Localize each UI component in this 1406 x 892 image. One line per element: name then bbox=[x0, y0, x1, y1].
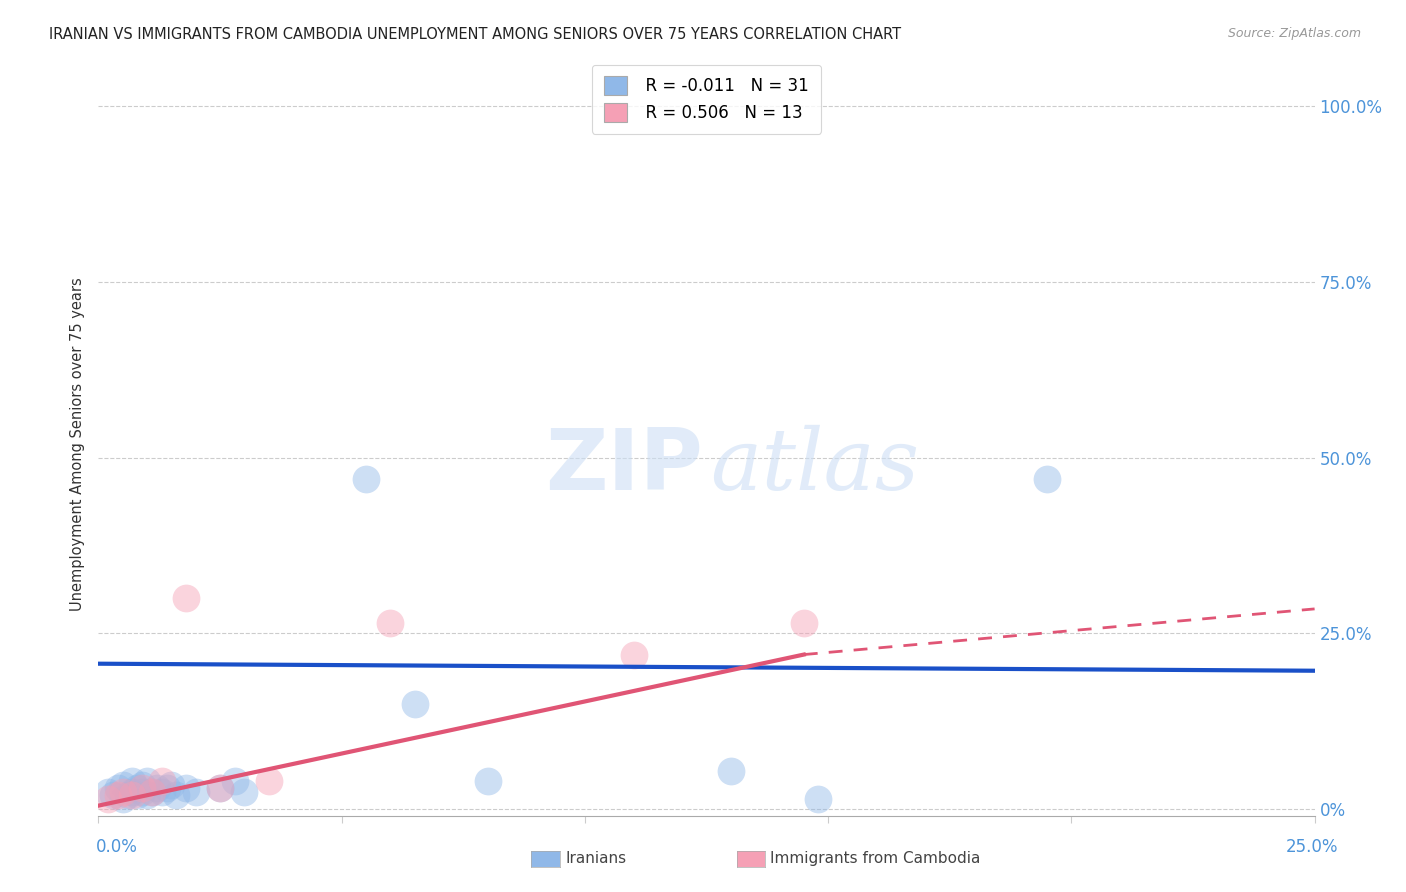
Text: IRANIAN VS IMMIGRANTS FROM CAMBODIA UNEMPLOYMENT AMONG SENIORS OVER 75 YEARS COR: IRANIAN VS IMMIGRANTS FROM CAMBODIA UNEM… bbox=[49, 27, 901, 42]
Point bbox=[101, 788, 124, 802]
Point bbox=[111, 784, 134, 798]
Point bbox=[121, 784, 143, 798]
Point bbox=[793, 615, 815, 630]
Legend:   R = -0.011   N = 31,   R = 0.506   N = 13: R = -0.011 N = 31, R = 0.506 N = 13 bbox=[592, 65, 821, 134]
Point bbox=[111, 778, 134, 792]
Point bbox=[155, 780, 177, 795]
Point bbox=[1036, 472, 1059, 486]
Point bbox=[127, 788, 149, 802]
Point bbox=[150, 784, 173, 798]
Point bbox=[141, 784, 163, 798]
Point bbox=[111, 791, 134, 805]
Point bbox=[131, 778, 153, 792]
Point bbox=[121, 788, 143, 802]
Point bbox=[117, 788, 139, 802]
Point bbox=[107, 788, 129, 802]
Point bbox=[107, 780, 129, 795]
Point bbox=[131, 784, 153, 798]
Text: 25.0%: 25.0% bbox=[1286, 838, 1339, 856]
Point bbox=[121, 774, 143, 789]
Point bbox=[623, 648, 645, 662]
Point bbox=[477, 774, 499, 789]
Point bbox=[184, 784, 207, 798]
Y-axis label: Unemployment Among Seniors over 75 years: Unemployment Among Seniors over 75 years bbox=[69, 277, 84, 611]
Point bbox=[174, 591, 197, 606]
Text: Source: ZipAtlas.com: Source: ZipAtlas.com bbox=[1227, 27, 1361, 40]
Point bbox=[404, 697, 426, 711]
Text: Immigrants from Cambodia: Immigrants from Cambodia bbox=[770, 852, 981, 866]
Point bbox=[165, 788, 187, 802]
Point bbox=[146, 780, 169, 795]
Point bbox=[354, 472, 377, 486]
Point bbox=[136, 788, 159, 802]
Point bbox=[97, 791, 120, 805]
Point bbox=[720, 764, 742, 778]
Point bbox=[209, 780, 232, 795]
Point bbox=[150, 774, 173, 789]
Point bbox=[380, 615, 402, 630]
Point bbox=[257, 774, 280, 789]
Text: ZIP: ZIP bbox=[546, 425, 703, 508]
Point bbox=[141, 784, 163, 798]
Point bbox=[224, 774, 246, 789]
Point bbox=[131, 780, 153, 795]
Point bbox=[209, 780, 232, 795]
Point bbox=[807, 791, 830, 805]
Point bbox=[174, 780, 197, 795]
Point bbox=[97, 784, 120, 798]
Point bbox=[160, 778, 183, 792]
Point bbox=[136, 774, 159, 789]
Point bbox=[233, 784, 256, 798]
Point bbox=[127, 780, 149, 795]
Text: 0.0%: 0.0% bbox=[96, 838, 138, 856]
Text: atlas: atlas bbox=[710, 425, 920, 508]
Text: Iranians: Iranians bbox=[565, 852, 626, 866]
